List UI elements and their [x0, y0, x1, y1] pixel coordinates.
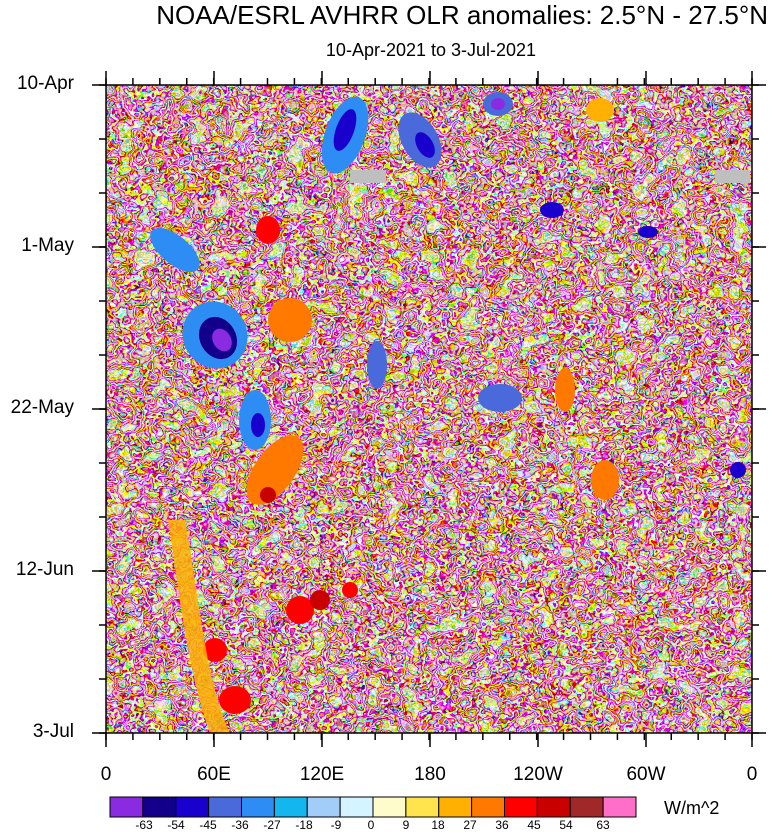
colorbar-swatch: [142, 796, 177, 818]
colorbar-swatch: [405, 796, 440, 818]
positive-anomaly: [310, 590, 330, 610]
y-tick-label: 22-May: [10, 397, 74, 418]
colorbar-swatch: [208, 796, 242, 818]
colorbar-label: -54: [167, 818, 185, 832]
x-tick-label: 120W: [513, 764, 563, 785]
positive-anomaly: [203, 638, 227, 662]
negative-anomaly: [478, 384, 522, 412]
colorbar-label: -27: [263, 818, 281, 832]
positive-anomaly: [256, 216, 280, 244]
negative-anomaly: [730, 462, 746, 478]
colorbar-label: 45: [527, 818, 541, 832]
colorbar-label: -36: [231, 818, 249, 832]
positive-anomaly: [591, 460, 619, 500]
y-tick-label: 12-Jun: [15, 559, 74, 580]
positive-anomaly: [260, 487, 276, 503]
colorbar-label: 27: [463, 818, 477, 832]
y-tick-label: 3-Jul: [32, 721, 74, 742]
colorbar-swatch: [175, 796, 210, 818]
y-tick-label: 1-May: [21, 235, 74, 256]
missing-data-patch: [350, 170, 386, 183]
colorbar-swatch: [372, 796, 407, 818]
positive-anomaly: [246, 435, 304, 505]
x-tick-label: 0: [100, 764, 112, 785]
negative-anomaly: [150, 227, 200, 273]
colorbar-swatch: [602, 796, 637, 818]
positive-anomaly-band: [168, 520, 230, 733]
negative-anomaly: [367, 341, 387, 389]
positive-anomaly: [286, 596, 314, 624]
negative-anomaly: [491, 98, 505, 110]
colorbar: [109, 796, 637, 818]
colorbar-label: 18: [431, 818, 445, 832]
axis-ticks: [92, 71, 766, 747]
colorbar-swatch: [471, 796, 505, 818]
positive-anomaly: [342, 582, 358, 598]
colorbar-swatch: [504, 796, 538, 818]
negative-anomaly: [415, 132, 435, 158]
positive-anomaly: [586, 98, 614, 122]
colorbar-label: 36: [495, 818, 509, 832]
x-tick-label: 60W: [626, 764, 666, 785]
colorbar-swatch: [438, 796, 473, 818]
colorbar-label: 9: [402, 818, 410, 832]
colorbar-swatch: [569, 796, 604, 818]
colorbar-units: W/m^2: [664, 798, 720, 818]
colorbar-swatch: [109, 796, 144, 818]
colorbar-swatch: [306, 796, 341, 818]
colorbar-label: 63: [596, 818, 610, 832]
y-tick-label: 10-Apr: [16, 73, 74, 94]
colorbar-label: -45: [199, 818, 217, 832]
colorbar-label: 54: [559, 818, 573, 832]
olr-anomaly-field: [106, 85, 752, 733]
positive-anomaly: [555, 368, 575, 412]
x-tick-label: 180: [414, 764, 446, 785]
chart-title: NOAA/ESRL AVHRR OLR anomalies: 2.5°N - 2…: [156, 0, 768, 30]
positive-anomaly: [268, 298, 312, 342]
negative-anomaly: [251, 413, 265, 437]
chart-subtitle: 10-Apr-2021 to 3-Jul-2021: [325, 40, 537, 60]
colorbar-label: -63: [135, 818, 153, 832]
colorbar-swatch: [273, 796, 308, 818]
colorbar-swatch: [241, 796, 275, 818]
colorbar-label: 0: [367, 818, 375, 832]
negative-anomaly: [333, 109, 357, 151]
negative-anomaly: [212, 328, 232, 352]
x-tick-label: 120E: [299, 764, 345, 785]
negative-anomaly: [540, 202, 564, 218]
colorbar-label: -18: [295, 818, 313, 832]
colorbar-label: -9: [330, 818, 342, 832]
x-tick-label: 0: [746, 764, 758, 785]
negative-anomaly: [638, 226, 658, 238]
x-tick-label: 60E: [197, 764, 231, 785]
colorbar-swatch: [536, 796, 571, 818]
positive-anomaly: [219, 686, 251, 714]
colorbar-swatch: [339, 796, 374, 818]
missing-data-patch: [715, 170, 750, 183]
